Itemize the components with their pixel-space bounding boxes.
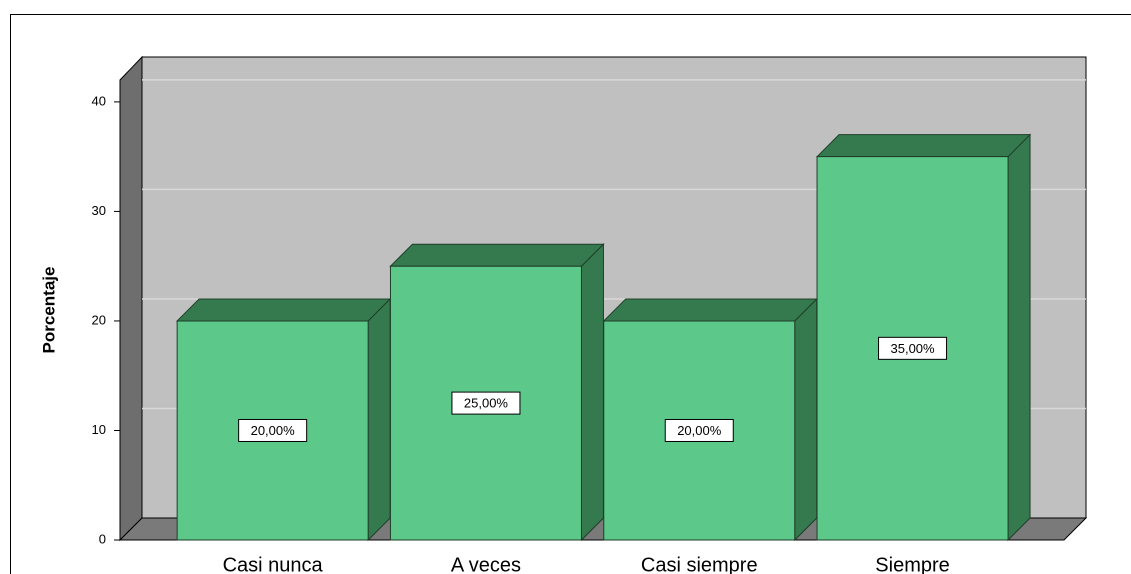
left-wall <box>119 55 143 542</box>
bar-side <box>367 297 391 542</box>
y-tick-label: 30 <box>92 203 106 218</box>
bar-side <box>1007 133 1031 542</box>
y-tick-label: 0 <box>99 531 106 546</box>
y-tick-label: 20 <box>92 312 106 327</box>
bar-top <box>815 134 1032 158</box>
y-tick-label: 10 <box>92 422 106 437</box>
bar-top <box>389 243 605 267</box>
x-tick-label: Casi nunca <box>223 554 324 574</box>
x-tick-label: Siempre <box>875 554 949 574</box>
bar-top <box>175 298 392 322</box>
value-label-box <box>878 336 948 360</box>
bar-side <box>794 297 818 542</box>
value-label: 20,00% <box>251 423 296 438</box>
y-axis-label: Porcentaje <box>39 267 58 354</box>
value-label-box <box>238 418 308 442</box>
y-tick-label: 40 <box>92 93 106 108</box>
bar-side <box>580 242 604 542</box>
x-tick-label: A veces <box>451 554 521 574</box>
value-label-box <box>451 391 521 415</box>
value-label: 25,00% <box>464 396 509 411</box>
bar-top <box>602 298 818 322</box>
value-label-box <box>664 418 734 442</box>
value-label: 35,00% <box>891 341 936 356</box>
value-label: 20,00% <box>677 423 722 438</box>
x-tick-label: Casi siempre <box>641 554 758 574</box>
